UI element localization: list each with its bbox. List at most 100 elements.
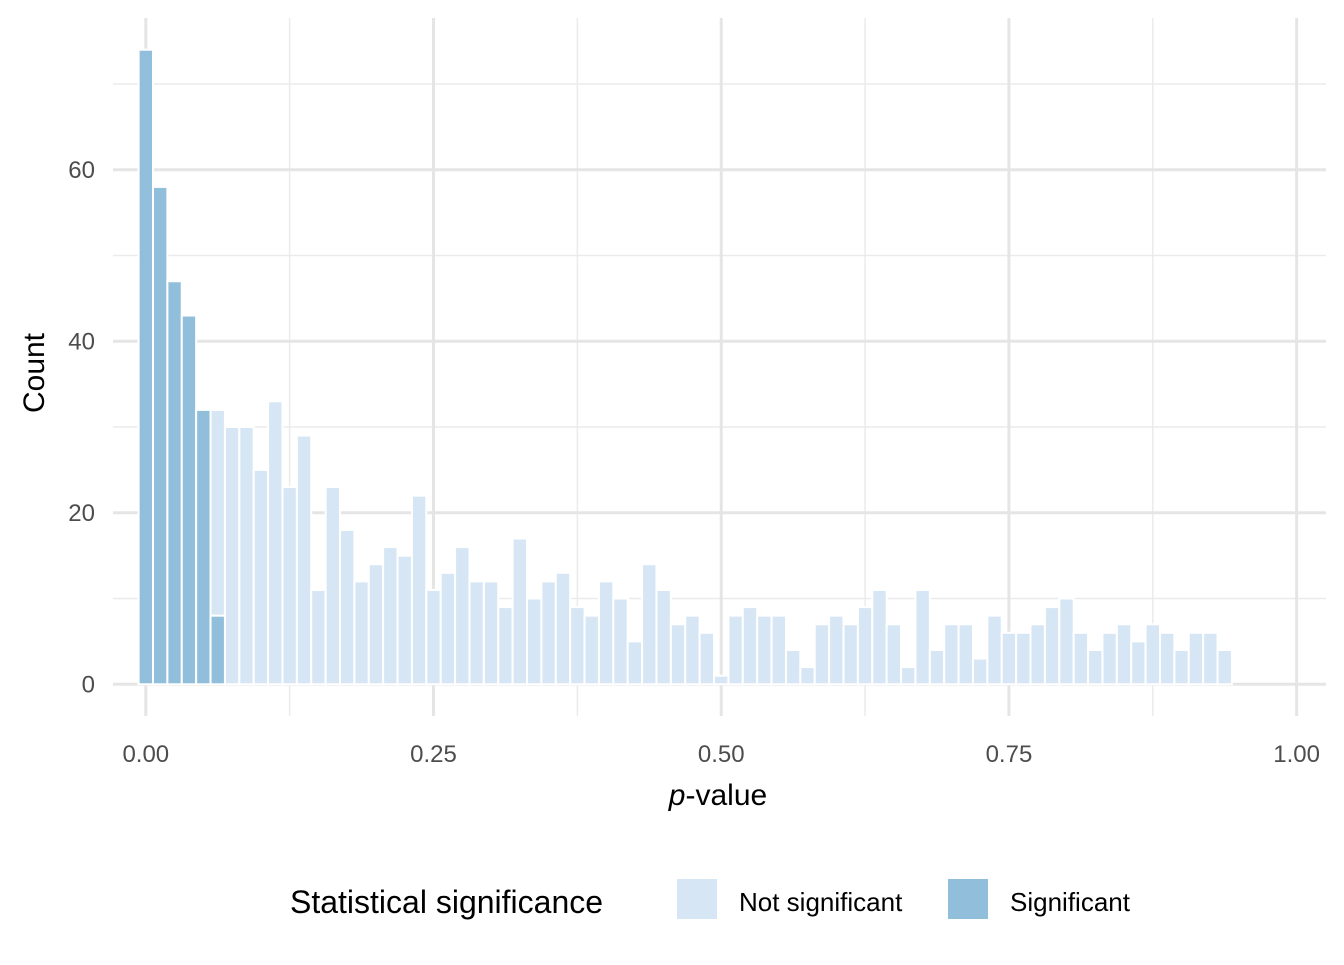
legend-label-significant: Significant	[1010, 887, 1131, 917]
bar-not_significant	[871, 588, 888, 686]
bar-not_significant	[641, 563, 658, 686]
x-axis-ticks: 0.00 0.25 0.50 0.75 1.00	[122, 741, 1320, 768]
legend-swatch-not-significant	[677, 879, 717, 919]
bar-not_significant	[698, 631, 716, 686]
bar-significant	[166, 280, 183, 686]
bar-not_significant	[900, 666, 917, 686]
bar-not_significant	[526, 597, 543, 686]
bar-significant	[195, 408, 212, 686]
y-tick-label: 20	[68, 500, 95, 527]
x-tick-label: 0.50	[698, 741, 745, 768]
bar-not_significant	[1158, 631, 1176, 686]
bar-not_significant	[1202, 631, 1219, 686]
y-axis-ticks: 0 20 40 60	[68, 157, 95, 698]
bar-not_significant	[655, 588, 672, 686]
bar-not_significant	[367, 563, 385, 686]
bar-not_significant	[1072, 631, 1090, 686]
bar-not_significant	[856, 606, 874, 686]
bar-not_significant	[957, 623, 974, 686]
bar-not_significant	[1087, 648, 1104, 686]
bar-not_significant	[382, 546, 399, 686]
bar-not_significant	[943, 623, 960, 686]
y-tick-label: 40	[68, 328, 95, 355]
bar-not_significant	[238, 426, 255, 686]
bar-not_significant	[1187, 631, 1205, 686]
bar-not_significant	[267, 400, 284, 686]
legend-title: Statistical significance	[290, 884, 603, 920]
x-axis-title: p-value	[668, 779, 767, 812]
bar-not_significant	[1173, 648, 1190, 686]
bar-not_significant	[914, 588, 931, 686]
bar-not_significant	[1101, 631, 1118, 686]
bar-not_significant	[713, 674, 730, 686]
bar-not_significant	[223, 426, 241, 686]
bar-not_significant	[1043, 606, 1061, 686]
bar-not_significant	[1000, 631, 1018, 686]
bar-not_significant	[569, 606, 586, 686]
x-axis-title-italic: p	[668, 779, 686, 812]
bar-not_significant	[396, 554, 413, 686]
bars-layer	[137, 48, 1233, 686]
bar-not_significant	[1115, 623, 1133, 686]
bar-not_significant	[295, 434, 313, 686]
bar-not_significant	[597, 580, 615, 686]
bar-not_significant	[842, 623, 859, 686]
bar-not_significant	[1216, 648, 1233, 686]
bar-not_significant	[454, 546, 471, 686]
bar-not_significant	[1130, 640, 1147, 686]
bar-not_significant	[741, 606, 759, 686]
x-tick-label: 1.00	[1273, 741, 1320, 768]
y-axis-title: Count	[18, 332, 51, 413]
bar-not_significant	[756, 614, 773, 686]
x-axis-title-rest: -value	[685, 779, 767, 812]
bar-not_significant	[540, 580, 557, 686]
bar-not_significant	[784, 648, 802, 686]
bar-not_significant	[626, 640, 644, 686]
bar-not_significant	[482, 580, 500, 686]
bar-not_significant	[281, 486, 298, 686]
bar-not_significant	[1029, 623, 1046, 686]
bar-not_significant	[813, 623, 831, 686]
y-tick-label: 0	[82, 671, 95, 698]
bar-not_significant	[324, 486, 342, 686]
bar-not_significant	[439, 571, 457, 686]
y-tick-label: 60	[68, 157, 95, 184]
bar-not_significant	[252, 468, 270, 686]
bar-not_significant	[928, 648, 946, 686]
bar-not_significant	[971, 657, 989, 686]
bar-not_significant	[497, 606, 514, 686]
bar-not_significant	[885, 623, 903, 686]
bar-not_significant	[410, 494, 428, 686]
bar-not_significant	[1144, 623, 1161, 686]
bar-not_significant	[770, 614, 787, 686]
x-tick-label: 0.00	[122, 741, 169, 768]
bar-not_significant	[339, 528, 356, 686]
bar-significant	[180, 314, 198, 686]
bar-not_significant	[310, 588, 327, 686]
bar-not_significant	[468, 580, 485, 686]
bar-not_significant	[1015, 631, 1032, 686]
legend: Statistical significance Not significant…	[290, 879, 1131, 920]
bar-not_significant	[669, 623, 687, 686]
x-tick-label: 0.25	[410, 741, 457, 768]
bar-not_significant	[425, 588, 442, 686]
bar-not_significant	[828, 614, 845, 686]
legend-swatch-significant	[948, 879, 988, 919]
legend-label-not-significant: Not significant	[739, 887, 903, 917]
bar-not_significant	[1058, 597, 1075, 686]
bar-not_significant	[554, 571, 572, 686]
bar-not_significant	[353, 580, 370, 686]
bar-not_significant	[511, 537, 529, 686]
bar-significant	[209, 614, 226, 686]
bar-not_significant	[986, 614, 1003, 686]
bar-not_significant	[209, 408, 226, 617]
bar-not_significant	[799, 666, 816, 686]
x-tick-label: 0.75	[986, 741, 1033, 768]
bar-not_significant	[684, 614, 701, 686]
bar-not_significant	[612, 597, 629, 686]
bar-significant	[151, 185, 169, 686]
bar-not_significant	[583, 614, 600, 686]
bar-not_significant	[727, 614, 744, 686]
